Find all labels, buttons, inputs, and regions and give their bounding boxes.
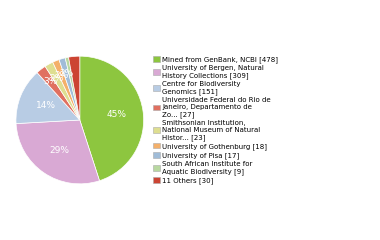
Wedge shape [16, 72, 80, 124]
Text: 29%: 29% [49, 146, 69, 155]
Text: 2%: 2% [55, 71, 69, 80]
Wedge shape [59, 58, 80, 120]
Text: 2%: 2% [49, 74, 64, 83]
Legend: Mined from GenBank, NCBI [478], University of Bergen, Natural
History Collection: Mined from GenBank, NCBI [478], Universi… [152, 55, 280, 185]
Wedge shape [16, 120, 100, 184]
Text: 3%: 3% [43, 78, 58, 86]
Wedge shape [65, 57, 80, 120]
Text: 2%: 2% [59, 70, 74, 78]
Wedge shape [80, 56, 144, 181]
Wedge shape [37, 66, 80, 120]
Text: 45%: 45% [106, 110, 127, 119]
Wedge shape [45, 62, 80, 120]
Wedge shape [53, 60, 80, 120]
Text: 14%: 14% [36, 102, 55, 110]
Wedge shape [68, 56, 80, 120]
